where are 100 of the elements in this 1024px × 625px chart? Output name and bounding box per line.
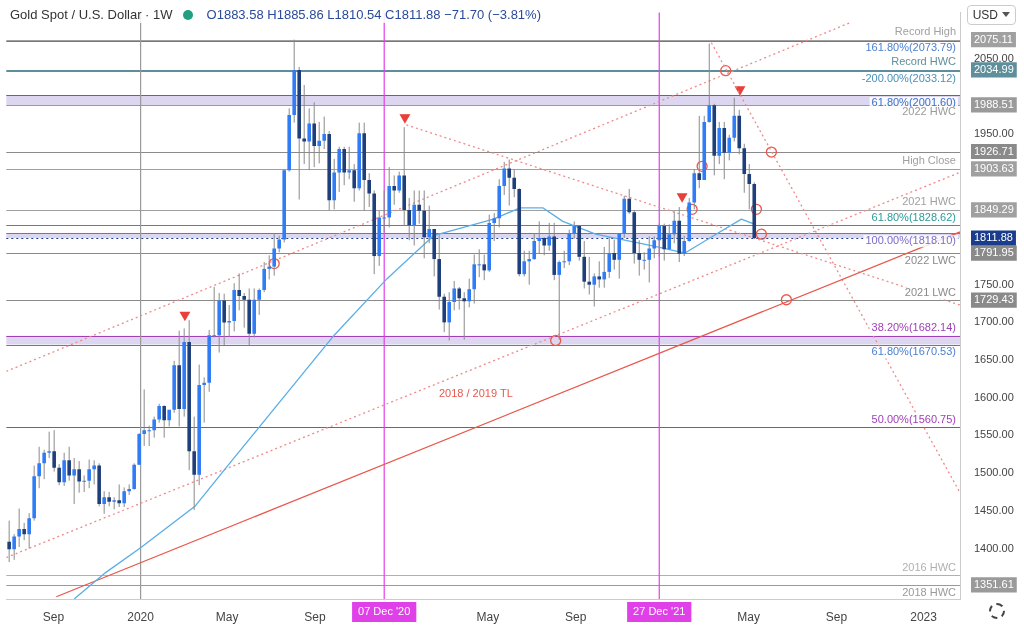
- point: [780, 294, 793, 306]
- candlestick: [732, 97, 737, 142]
- candlestick: [7, 520, 11, 563]
- candlestick: [352, 163, 356, 203]
- ref-line-label: 2021 HWC: [902, 195, 957, 208]
- y-tick-label: 1729.43: [974, 293, 1014, 306]
- y-tick-label: 1351.61: [974, 578, 1014, 590]
- candlestick: [12, 533, 16, 561]
- ref-line-label: High Close: [902, 154, 956, 167]
- candlestick: [672, 211, 677, 244]
- candlestick: [162, 404, 166, 439]
- x-tick-label: Sep: [42, 609, 65, 624]
- y-tick-label: 2075.11: [974, 32, 1013, 45]
- candlestick: [67, 446, 71, 482]
- ref-line-label: 50.00%(1560.75): [871, 412, 956, 425]
- y-tick-label: 1400.00: [974, 541, 1014, 554]
- candlestick: [627, 188, 632, 215]
- point: [696, 160, 708, 173]
- candlestick: [192, 416, 196, 511]
- y-tick-label: 1849.29: [974, 202, 1014, 215]
- chart-subtitle: O1883.58 H1885.86 L1810.54 C1811.88 −71.70 (−3.81%): [206, 7, 541, 22]
- y-tick-label: 1926.71: [974, 144, 1014, 157]
- ref-line-label: -200.00%(2033.12): [861, 71, 956, 84]
- point: [399, 114, 410, 124]
- candlestick: [37, 446, 41, 489]
- candlestick: [322, 116, 326, 150]
- candlestick: [117, 483, 121, 508]
- x-tick-label: May: [476, 609, 500, 624]
- candlestick: [492, 212, 497, 242]
- point: [765, 146, 778, 158]
- ref-line-label: 07 Dec '20: [358, 605, 411, 618]
- candlestick: [62, 452, 66, 487]
- ref-line-label: 2018 HWC: [902, 585, 957, 598]
- ref-line-label: 61.80%(2001.60): [871, 95, 956, 108]
- candlestick: [512, 168, 517, 198]
- y-tick-label: 1903.63: [974, 161, 1014, 174]
- candlestick: [122, 486, 126, 508]
- candlestick: [427, 205, 432, 244]
- point: [720, 64, 732, 77]
- candlestick: [42, 449, 46, 480]
- point: [734, 86, 745, 96]
- candlestick: [597, 260, 602, 289]
- x-tick-label: Sep: [564, 609, 587, 624]
- candlestick: [152, 416, 156, 439]
- x-tick-label: May: [737, 609, 760, 624]
- y-tick-label: 1811.88: [974, 231, 1013, 244]
- candlestick: [262, 261, 266, 293]
- point: [750, 203, 763, 215]
- ref-line-label: 2022 LWC: [904, 253, 957, 266]
- x-tick-label: 2020: [127, 609, 155, 624]
- candlestick: [587, 256, 592, 295]
- candlestick: [417, 189, 422, 225]
- candlestick: [547, 222, 552, 252]
- ref-line-label: 27 Dec '21: [633, 605, 686, 618]
- y-tick-label: 1500.00: [974, 466, 1014, 479]
- candlestick: [502, 161, 507, 196]
- ref-line-label: 161.80%(2073.79): [865, 41, 956, 54]
- candlestick: [397, 171, 402, 194]
- candlestick: [407, 197, 412, 241]
- y-tick-label: 1750.00: [974, 277, 1014, 290]
- candlestick: [27, 512, 31, 549]
- point: [755, 228, 768, 240]
- ref-line-label: 2021 LWC: [904, 285, 957, 298]
- candlestick: [157, 403, 161, 424]
- point: [268, 257, 280, 270]
- chart-title: Gold Spot / U.S. Dollar · 1W: [10, 7, 173, 22]
- text: USD: [972, 8, 998, 22]
- y-tick-label: 1700.00: [974, 315, 1014, 328]
- candlestick: [202, 376, 206, 424]
- candlestick: [667, 223, 672, 251]
- y-tick-label: 1450.00: [974, 503, 1014, 516]
- ref-line-label: Record HWC: [891, 55, 957, 68]
- candlestick: [72, 457, 76, 505]
- candlestick: [17, 508, 21, 548]
- point: [179, 311, 190, 321]
- candlestick: [77, 460, 81, 494]
- candlestick: [707, 43, 712, 124]
- x-tick-label: Sep: [825, 609, 848, 624]
- x-tick-label: May: [215, 609, 239, 624]
- point: [550, 334, 562, 347]
- candlestick: [412, 189, 417, 246]
- x-tick-label: 2023: [910, 609, 938, 624]
- y-tick-label: 1600.00: [974, 390, 1014, 403]
- candlestick: [392, 174, 397, 206]
- y-tick-label: 1550.00: [974, 428, 1014, 441]
- candlestick: [367, 172, 372, 208]
- y-tick-label: 2050.00: [974, 51, 1014, 64]
- candlestick: [747, 163, 752, 210]
- candlestick: [87, 459, 91, 489]
- y-tick-label: 1650.00: [974, 353, 1014, 366]
- y-tick-label: 2034.99: [974, 62, 1014, 75]
- ref-line-label: 100.00%(1818.10): [865, 233, 956, 246]
- ref-line-label: 61.80%(1670.53): [871, 345, 956, 358]
- ref-line-label: 2016 HWC: [902, 560, 957, 573]
- ref-line-label: 61.80%(1828.62): [871, 210, 956, 223]
- point: [677, 193, 688, 203]
- candlestick: [47, 431, 51, 459]
- y-tick-label: 1988.51: [974, 97, 1014, 110]
- candlestick: [82, 474, 86, 493]
- candlestick: [57, 463, 61, 486]
